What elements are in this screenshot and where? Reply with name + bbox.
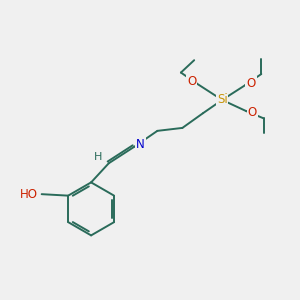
Text: O: O <box>246 77 256 90</box>
Text: HO: HO <box>20 188 38 201</box>
Text: O: O <box>187 76 196 88</box>
Text: O: O <box>248 106 257 119</box>
Text: H: H <box>93 152 102 162</box>
Text: N: N <box>136 138 145 151</box>
Text: Si: Si <box>217 93 227 106</box>
